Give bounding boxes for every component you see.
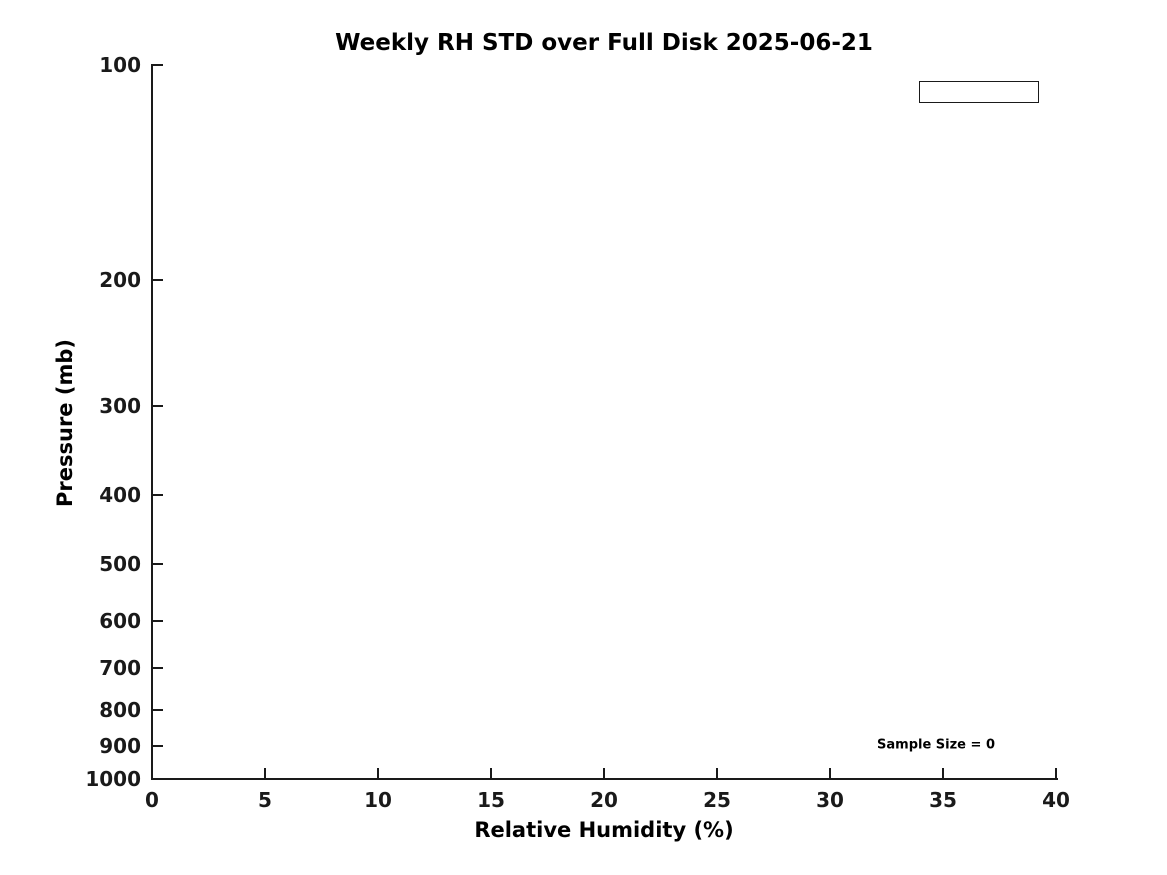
y-tick-label: 900 [99,734,141,759]
y-tick-mark [153,64,163,66]
y-tick-mark [153,667,163,670]
x-axis-spine [151,778,1058,780]
x-tick-label: 10 [364,788,392,812]
x-tick-mark [1055,768,1057,778]
y-tick-mark [153,493,163,496]
y-tick-label: 1000 [85,767,141,791]
y-tick-mark [153,708,163,711]
x-tick-mark [716,768,718,778]
y-tick-mark [153,404,163,407]
y-tick-mark [153,278,163,281]
x-tick-label: 40 [1042,788,1070,812]
y-tick-label: 300 [99,393,141,418]
y-tick-mark [153,778,163,780]
x-tick-label: 0 [145,788,159,812]
x-tick-mark [264,768,266,778]
y-tick-mark [153,619,163,622]
x-tick-mark [377,768,379,778]
x-tick-mark [490,768,492,778]
x-tick-mark [151,768,153,778]
y-tick-mark [153,745,163,748]
y-tick-label: 500 [99,552,141,577]
x-tick-label: 5 [258,788,272,812]
plot-area [153,65,1056,778]
y-tick-label: 400 [99,482,141,507]
y-axis-label: Pressure (mb) [53,339,77,507]
x-tick-label: 35 [929,788,957,812]
y-tick-label: 600 [99,608,141,633]
legend-box [919,81,1039,103]
y-axis-spine [151,64,153,780]
x-tick-label: 25 [703,788,731,812]
x-tick-mark [829,768,831,778]
x-tick-mark [942,768,944,778]
x-axis-label: Relative Humidity (%) [474,818,734,842]
x-tick-label: 15 [477,788,505,812]
y-tick-label: 800 [99,697,141,722]
y-tick-label: 700 [99,656,141,681]
sample-size-annotation: Sample Size = 0 [877,737,995,753]
x-tick-label: 30 [816,788,844,812]
y-tick-label: 200 [99,267,141,292]
x-tick-label: 20 [590,788,618,812]
x-tick-mark [603,768,605,778]
chart-title: Weekly RH STD over Full Disk 2025-06-21 [335,30,873,56]
y-tick-mark [153,563,163,566]
y-tick-label: 100 [99,53,141,77]
